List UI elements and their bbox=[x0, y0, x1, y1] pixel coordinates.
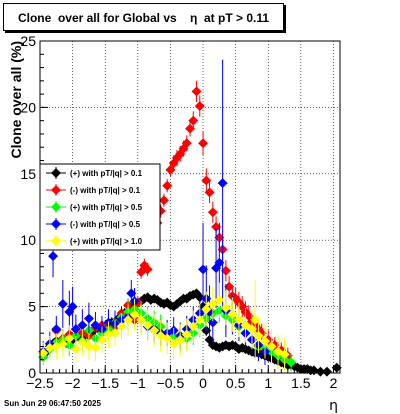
data-point bbox=[331, 362, 342, 373]
data-point bbox=[194, 101, 205, 112]
data-point bbox=[240, 320, 251, 331]
data-point bbox=[260, 336, 270, 347]
data-point bbox=[142, 264, 153, 275]
y-tick-label: 25 bbox=[20, 33, 36, 49]
series-4 bbox=[38, 280, 290, 371]
legend-entry-0: (+) with pT/|q| > 0.1 bbox=[46, 167, 143, 179]
data-point bbox=[185, 123, 195, 134]
data-point bbox=[194, 314, 205, 325]
legend-label: (+) with pT/|q| > 0.5 bbox=[70, 203, 143, 212]
legend-label: (-) with pT/|q| > 0.5 bbox=[70, 220, 141, 229]
data-point bbox=[217, 178, 228, 189]
data-point bbox=[142, 320, 153, 331]
data-point bbox=[214, 295, 225, 305]
data-point bbox=[158, 195, 169, 206]
data-point bbox=[224, 281, 235, 292]
x-tick-label: −2 bbox=[65, 375, 81, 391]
y-tick-label: 10 bbox=[20, 232, 36, 248]
y-tick-label: 15 bbox=[20, 166, 36, 182]
legend-entry-1: (-) with pT/|q| > 0.1 bbox=[46, 184, 141, 196]
data-point bbox=[168, 338, 179, 349]
data-point bbox=[247, 324, 257, 335]
legend-entry-2: (+) with pT/|q| > 0.5 bbox=[46, 201, 143, 213]
data-point bbox=[181, 329, 192, 340]
legend-marker bbox=[51, 202, 61, 212]
data-point bbox=[162, 333, 173, 344]
chart-title: Clone over all for Global vs η at pT > 0… bbox=[17, 11, 270, 25]
data-point bbox=[181, 138, 192, 149]
data-point bbox=[188, 115, 199, 126]
y-tick-label: 0 bbox=[28, 365, 36, 381]
data-point bbox=[201, 175, 212, 186]
chart-title-box: Clone over all for Global vs η at pT > 0… bbox=[3, 3, 284, 31]
x-tick-label: −0.5 bbox=[157, 375, 185, 391]
data-point bbox=[123, 314, 133, 325]
y-tick-label: 20 bbox=[20, 99, 36, 115]
legend-marker bbox=[51, 219, 61, 229]
data-point bbox=[149, 325, 160, 336]
y-axis-label: Clone over all (%) bbox=[8, 41, 24, 158]
data-point bbox=[250, 314, 261, 325]
data-point bbox=[214, 257, 225, 268]
timestamp: Sun Jun 29 06:47:50 2025 bbox=[4, 399, 101, 408]
legend-label: (-) with pT/|q| > 0.1 bbox=[70, 186, 141, 195]
data-point bbox=[211, 221, 222, 232]
data-point bbox=[165, 164, 176, 175]
legend: (+) with pT/|q| > 0.1 (-) with pT/|q| > 0… bbox=[39, 163, 161, 251]
x-axis-label: η bbox=[329, 398, 338, 414]
legend-label: (+) with pT/|q| > 0.1 bbox=[70, 169, 143, 178]
x-tick-label: 0 bbox=[199, 375, 207, 391]
data-point bbox=[233, 314, 244, 325]
x-tick-label: 1.5 bbox=[291, 375, 311, 391]
data-point bbox=[220, 265, 231, 276]
data-point bbox=[191, 86, 202, 97]
data-point bbox=[279, 349, 290, 360]
data-point bbox=[204, 187, 215, 198]
data-point bbox=[220, 302, 231, 313]
data-point bbox=[201, 304, 212, 315]
x-tick-label: −1.5 bbox=[91, 375, 119, 391]
data-point bbox=[207, 207, 218, 218]
x-tick-label: −1 bbox=[130, 375, 146, 391]
data-point bbox=[266, 341, 277, 352]
legend-entry-3: (-) with pT/|q| > 0.5 bbox=[46, 218, 141, 230]
data-point bbox=[188, 321, 199, 332]
x-tick-label: 2 bbox=[330, 375, 338, 391]
x-tick-label: −2.5 bbox=[26, 375, 54, 391]
x-tick-label: 1 bbox=[264, 375, 272, 391]
data-point bbox=[129, 309, 140, 320]
legend-marker bbox=[51, 185, 61, 195]
data-point bbox=[207, 298, 218, 309]
data-point bbox=[198, 138, 208, 149]
legend-marker bbox=[51, 236, 61, 246]
data-point bbox=[253, 330, 264, 341]
data-point bbox=[227, 309, 238, 320]
data-point bbox=[198, 264, 208, 275]
legend-marker bbox=[51, 168, 61, 178]
data-point bbox=[286, 357, 297, 368]
data-point bbox=[207, 317, 218, 328]
data-point bbox=[175, 334, 186, 345]
y-tick-label: 5 bbox=[28, 299, 36, 315]
data-point bbox=[136, 314, 147, 325]
legend-label: (+) with pT/|q| > 1.0 bbox=[70, 237, 143, 246]
legend-entry-4: (+) with pT/|q| > 1.0 bbox=[46, 235, 143, 247]
x-tick-label: 0.5 bbox=[226, 375, 246, 391]
data-point bbox=[162, 180, 173, 191]
